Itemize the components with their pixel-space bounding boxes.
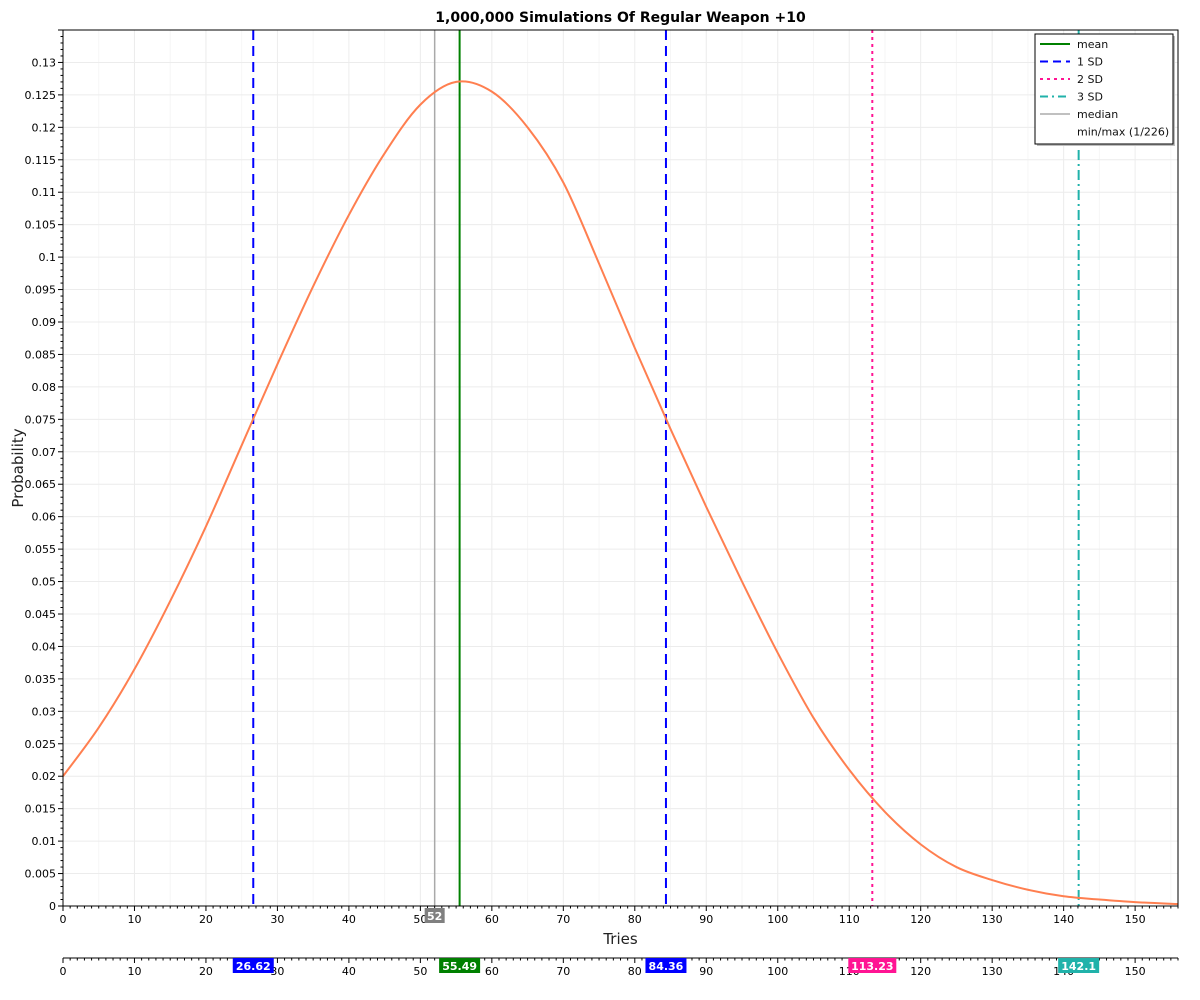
x-tick-label: 120 <box>910 913 931 926</box>
x-tick-label: 60 <box>485 965 499 978</box>
y-tick-label: 0.1 <box>39 251 57 264</box>
x-tick-label: 20 <box>199 965 213 978</box>
legend-label: median <box>1077 108 1118 121</box>
x-tick-label: 90 <box>699 913 713 926</box>
badge-sd1-high <box>645 958 687 973</box>
y-tick-label: 0.045 <box>25 608 57 621</box>
x-axis-label: Tries <box>602 930 638 948</box>
x-tick-label: 40 <box>342 965 356 978</box>
series-line-0 <box>62 80 1179 906</box>
y-tick-label: 0.11 <box>32 186 57 199</box>
y-tick-label: 0.06 <box>32 511 57 524</box>
y-tick-label: 0.015 <box>25 803 57 816</box>
badge-label-sd3: 142.1 <box>1061 960 1096 973</box>
x-tick-label: 20 <box>199 913 213 926</box>
x-tick-label: 120 <box>910 965 931 978</box>
legend: mean 1 SD 2 SD 3 SD median min/max (1/226) <box>1034 33 1175 146</box>
grid <box>62 30 1178 907</box>
x-tick-label: 80 <box>628 913 642 926</box>
badge-sd1-low <box>232 958 274 973</box>
x-tick-label: 70 <box>556 913 570 926</box>
x-tick-label: 130 <box>982 965 1003 978</box>
x-tick-label: 100 <box>767 965 788 978</box>
series-layer <box>62 80 1179 906</box>
y-tick-label: 0.125 <box>25 89 57 102</box>
y-tick-label: 0.09 <box>32 316 57 329</box>
x-tick-label: 100 <box>767 913 788 926</box>
y-tick-label: 0.08 <box>32 381 57 394</box>
x-tick-label: 70 <box>556 965 570 978</box>
legend-box <box>1034 33 1174 145</box>
legend-label: 1 SD <box>1077 56 1103 69</box>
y-tick-label: 0.005 <box>25 868 57 881</box>
x-tick-label: 150 <box>1125 965 1146 978</box>
y-tick-label: 0.025 <box>25 738 57 751</box>
badge-label-sd1-low: 26.62 <box>236 960 271 973</box>
y-tick-label: 0.075 <box>25 413 57 426</box>
x-tick-label: 60 <box>485 913 499 926</box>
x-tick-label: 140 <box>1053 913 1074 926</box>
x-tick-label: 0 <box>60 913 67 926</box>
x-tick-label: 90 <box>699 965 713 978</box>
y-tick-label: 0.05 <box>32 576 57 589</box>
y-axis-label: Probability <box>9 428 27 507</box>
y-tick-label: 0.07 <box>32 446 57 459</box>
x-tick-label: 50 <box>413 965 427 978</box>
x-tick-label: 50 <box>413 913 427 926</box>
legend-label: min/max (1/226) <box>1077 126 1169 139</box>
y-tick-label: 0.01 <box>32 835 57 848</box>
y-tick-label: 0.02 <box>32 770 57 783</box>
legend-label: 3 SD <box>1077 91 1103 104</box>
y-tick-label: 0.12 <box>32 121 57 134</box>
y-tick-label: 0.035 <box>25 673 57 686</box>
x-tick-label: 40 <box>342 913 356 926</box>
x-tick-label: 10 <box>127 913 141 926</box>
badge-label-mean: 55.49 <box>442 960 477 973</box>
x-axis: 0 10 20 30 40 50 60 70 80 90 100 110 120 130 140 150 <box>60 905 1179 926</box>
reference-lines <box>252 30 1080 906</box>
y-tick-label: 0.03 <box>32 705 57 718</box>
legend-label: 2 SD <box>1077 73 1103 86</box>
x-tick-label: 30 <box>270 965 284 978</box>
y-tick-label: 0.085 <box>25 348 57 361</box>
badge-label-median: 52 <box>427 910 442 923</box>
y-tick-label: 0.13 <box>32 56 57 69</box>
badge-mean <box>439 958 481 973</box>
y-tick-label: 0.115 <box>25 154 57 167</box>
badge-label-sd1-high: 84.36 <box>649 960 684 973</box>
x-tick-label: 10 <box>127 965 141 978</box>
x-tick-label: 80 <box>628 965 642 978</box>
y-tick-label: 0.095 <box>25 284 57 297</box>
badge-label-sd2: 113.23 <box>851 960 893 973</box>
y-tick-label: 0.105 <box>25 219 57 232</box>
x-tick-label: 110 <box>839 913 860 926</box>
x-tick-label: 30 <box>270 913 284 926</box>
plot-frame <box>62 29 1179 907</box>
x-tick-label: 0 <box>60 965 67 978</box>
y-tick-label: 0 <box>49 900 56 913</box>
value-badges: 55.49 26.62 84.36 113.23 142.1 52 <box>232 908 1100 973</box>
y-tick-label: 0.055 <box>25 543 57 556</box>
y-axis: 0 0.005 0.01 0.015 0.02 0.025 0.03 0.035 0.04 0.0… <box>25 29 63 913</box>
y-tick-label: 0.065 <box>25 478 57 491</box>
badge-sd3 <box>1058 958 1100 973</box>
legend-label: mean <box>1077 38 1108 51</box>
x-tick-label: 130 <box>982 913 1003 926</box>
chart-title: 1,000,000 Simulations Of Regular Weapon … <box>435 10 806 26</box>
y-tick-label: 0.04 <box>32 640 57 653</box>
badge-median <box>424 908 445 923</box>
badge-sd2 <box>848 958 897 973</box>
x-tick-label: 150 <box>1125 913 1146 926</box>
